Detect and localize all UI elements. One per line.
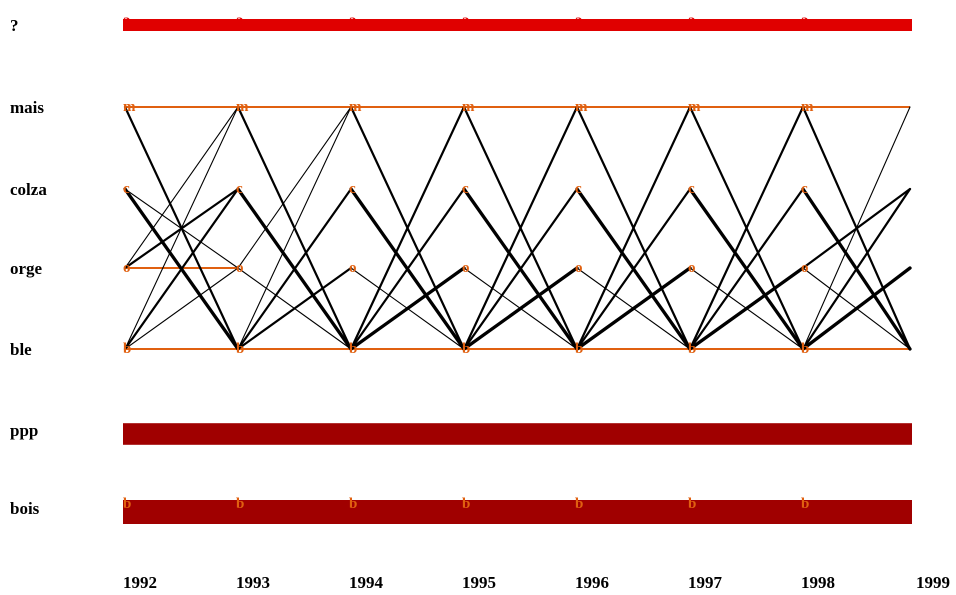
flow-ble-to-orge-14 bbox=[236, 266, 353, 351]
node-unknown-1996: ? bbox=[575, 15, 583, 31]
node-bois-1994: b bbox=[349, 496, 357, 512]
node-unknown-1995: ? bbox=[462, 15, 470, 31]
flow-ble-to-mais-5 bbox=[124, 106, 239, 350]
flow-ble-to-mais-24 bbox=[462, 105, 579, 351]
node-orge-1996: o bbox=[575, 260, 583, 276]
flows-layer bbox=[123, 105, 912, 351]
node-ble-1997: b bbox=[688, 341, 696, 357]
row-label-orge: orge bbox=[10, 259, 43, 278]
node-mais-1992: m bbox=[123, 99, 136, 115]
node-mais-1993: m bbox=[236, 99, 249, 115]
node-orge-1992: o bbox=[123, 260, 131, 276]
node-bois-1995: b bbox=[462, 496, 470, 512]
node-ble-1992: b bbox=[123, 341, 131, 357]
node-ble-1995: b bbox=[462, 341, 470, 357]
year-label-1992: 1992 bbox=[123, 573, 157, 592]
node-unknown-1992: ? bbox=[123, 15, 131, 31]
same-crop-layer bbox=[125, 106, 910, 350]
node-ble-1996: b bbox=[575, 341, 583, 357]
flow-ble-to-orge-7 bbox=[124, 267, 239, 350]
year-label-1997: 1997 bbox=[688, 573, 723, 592]
bars-layer bbox=[123, 19, 912, 524]
node-bois-1998: b bbox=[801, 496, 809, 512]
row-labels: ? mais colza orge ble ppp bois bbox=[10, 16, 47, 518]
node-bois-1992: b bbox=[123, 496, 131, 512]
flow-orge-to-mais-10 bbox=[237, 106, 352, 269]
flow-ble-to-orge-45 bbox=[801, 266, 912, 351]
bar-bois bbox=[123, 500, 912, 524]
flow-ble-to-mais-30 bbox=[575, 105, 692, 351]
node-mais-1997: m bbox=[688, 99, 701, 115]
node-mais-1994: m bbox=[349, 99, 362, 115]
year-label-1996: 1996 bbox=[575, 573, 609, 592]
node-unknown-1994: ? bbox=[349, 15, 357, 31]
year-label-1993: 1993 bbox=[236, 573, 270, 592]
node-bois-1993: b bbox=[236, 496, 244, 512]
flow-ble-to-colza-37 bbox=[688, 187, 805, 351]
flow-ble-to-orge-26 bbox=[462, 266, 579, 351]
node-colza-1994: c bbox=[349, 181, 356, 197]
node-orge-1993: o bbox=[236, 260, 244, 276]
row-label-unknown: ? bbox=[10, 16, 19, 35]
node-ble-1993: b bbox=[236, 341, 244, 357]
year-label-1999: 1999 bbox=[916, 573, 950, 592]
row-label-ble: ble bbox=[10, 340, 32, 359]
node-orge-1997: o bbox=[688, 260, 696, 276]
node-bois-1997: b bbox=[688, 496, 696, 512]
year-axis: 1992 1993 1994 1995 1996 1997 1998 1999 bbox=[123, 573, 950, 592]
node-bois-1996: b bbox=[575, 496, 583, 512]
flow-ble-to-orge-20 bbox=[349, 266, 466, 351]
node-mais-1996: m bbox=[575, 99, 588, 115]
node-mais-1995: m bbox=[462, 99, 475, 115]
year-label-1998: 1998 bbox=[801, 573, 835, 592]
flow-ble-to-mais-36 bbox=[688, 105, 805, 351]
node-colza-1996: c bbox=[575, 181, 582, 197]
flow-ble-to-mais-43 bbox=[802, 106, 911, 350]
node-orge-1998: o bbox=[801, 260, 809, 276]
row-label-mais: mais bbox=[10, 98, 44, 117]
node-unknown-1997: ? bbox=[688, 15, 696, 31]
node-ble-1994: b bbox=[349, 341, 357, 357]
flow-ble-to-orge-32 bbox=[575, 266, 692, 351]
bar-unknown bbox=[123, 19, 912, 31]
bar-ppp bbox=[123, 423, 912, 445]
flow-ble-to-colza-6 bbox=[123, 187, 240, 351]
flow-ble-to-mais-18 bbox=[349, 105, 466, 351]
row-label-bois: bois bbox=[10, 499, 40, 518]
node-orge-1994: o bbox=[349, 260, 357, 276]
year-label-1994: 1994 bbox=[349, 573, 384, 592]
node-colza-1995: c bbox=[462, 181, 469, 197]
flow-ble-to-colza-31 bbox=[575, 187, 692, 351]
flow-ble-to-mais-12 bbox=[237, 106, 352, 350]
flow-ble-to-colza-13 bbox=[236, 187, 353, 351]
flow-ble-to-colza-44 bbox=[801, 187, 912, 351]
row-label-colza: colza bbox=[10, 180, 47, 199]
node-orge-1995: o bbox=[462, 260, 470, 276]
node-colza-1993: c bbox=[236, 181, 243, 197]
year-label-1995: 1995 bbox=[462, 573, 496, 592]
node-colza-1992: c bbox=[123, 181, 130, 197]
node-colza-1998: c bbox=[801, 181, 808, 197]
row-label-ppp: ppp bbox=[10, 421, 38, 440]
node-unknown-1993: ? bbox=[236, 15, 244, 31]
flow-ble-to-colza-25 bbox=[462, 187, 579, 351]
flow-orge-to-mais-4 bbox=[124, 106, 239, 269]
node-ble-1998: b bbox=[801, 341, 809, 357]
node-colza-1997: c bbox=[688, 181, 695, 197]
flow-ble-to-orge-38 bbox=[688, 266, 805, 351]
node-letters-layer: ?????? ? m m m m m m m c c c c c c c o o o o o o o b b b b b b b b b b b b… bbox=[123, 15, 814, 512]
node-mais-1998: m bbox=[801, 99, 814, 115]
node-unknown-1998: ? bbox=[801, 15, 809, 31]
flow-ble-to-colza-19 bbox=[349, 187, 466, 351]
